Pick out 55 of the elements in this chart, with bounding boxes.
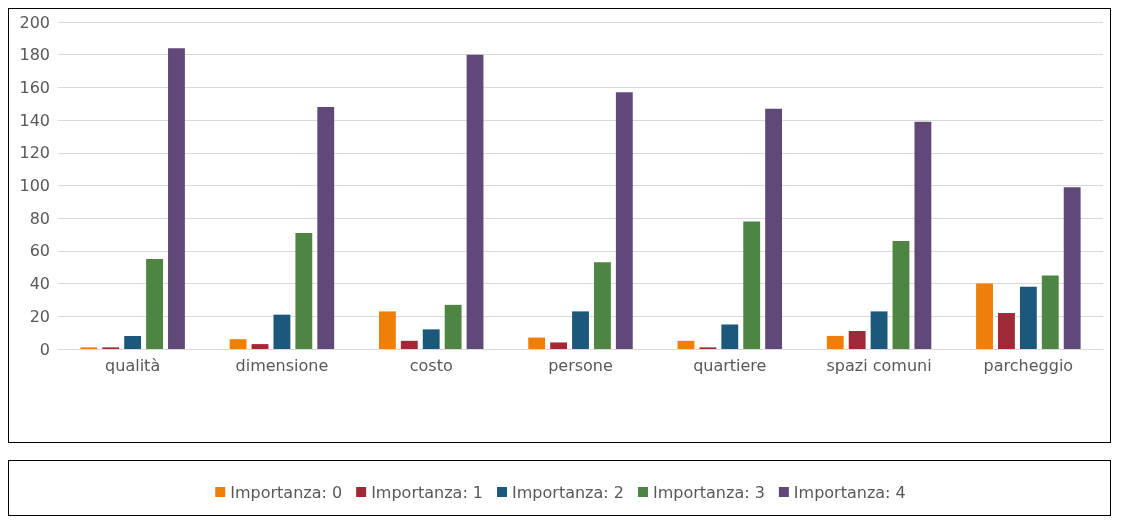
bar — [251, 344, 269, 349]
y-tick-label: 140 — [19, 110, 50, 130]
bar — [273, 314, 291, 349]
bar — [528, 337, 546, 349]
y-tick-label: 200 — [19, 12, 50, 32]
bar — [124, 335, 142, 349]
y-tick-label: 0 — [39, 339, 50, 359]
bar — [444, 304, 462, 349]
bar — [550, 342, 568, 349]
bar — [998, 313, 1015, 349]
bar — [615, 92, 633, 349]
legend-label: Importanza: 2 — [512, 482, 624, 502]
y-tick-label: 160 — [19, 77, 50, 97]
bar — [721, 324, 739, 349]
bar — [400, 340, 418, 349]
bar — [677, 340, 695, 349]
legend-label: Importanza: 3 — [652, 482, 765, 502]
legend-label: Importanza: 1 — [371, 482, 484, 502]
y-tick-label: 60 — [29, 241, 50, 261]
y-tick-label: 120 — [19, 143, 50, 163]
bar — [743, 221, 761, 349]
y-tick-label: 100 — [19, 176, 50, 195]
x-tick-label: spazi comuni — [826, 355, 932, 375]
bar — [422, 329, 440, 349]
bar — [765, 108, 783, 349]
x-tick-label: parcheggio — [983, 355, 1074, 375]
x-tick-label: quartiere — [693, 355, 767, 375]
bar — [870, 311, 888, 349]
bar — [826, 335, 844, 349]
bar — [1041, 275, 1059, 349]
bar — [572, 311, 589, 349]
legend-label: Importanza: 0 — [230, 482, 343, 502]
bar — [378, 311, 396, 349]
bar — [229, 339, 247, 349]
bar — [892, 241, 910, 349]
bar — [146, 259, 163, 349]
x-tick-label: dimensione — [235, 355, 329, 375]
bar — [976, 283, 993, 349]
bar — [295, 232, 313, 349]
legend-label: Importanza: 4 — [793, 482, 906, 502]
bar — [317, 107, 335, 349]
bar — [168, 48, 185, 349]
y-tick-label: 80 — [29, 208, 50, 228]
y-tick-label: 180 — [19, 45, 50, 65]
bar — [914, 121, 932, 349]
bar — [466, 54, 484, 349]
bar — [1063, 187, 1081, 349]
x-tick-label: qualità — [105, 355, 161, 375]
x-tick-label: persone — [548, 355, 613, 375]
y-tick-label: 20 — [29, 306, 50, 326]
y-tick-label: 40 — [29, 274, 50, 294]
bar — [848, 331, 866, 349]
x-tick-label: costo — [409, 355, 453, 375]
bar — [593, 262, 611, 349]
bar — [1019, 286, 1037, 349]
